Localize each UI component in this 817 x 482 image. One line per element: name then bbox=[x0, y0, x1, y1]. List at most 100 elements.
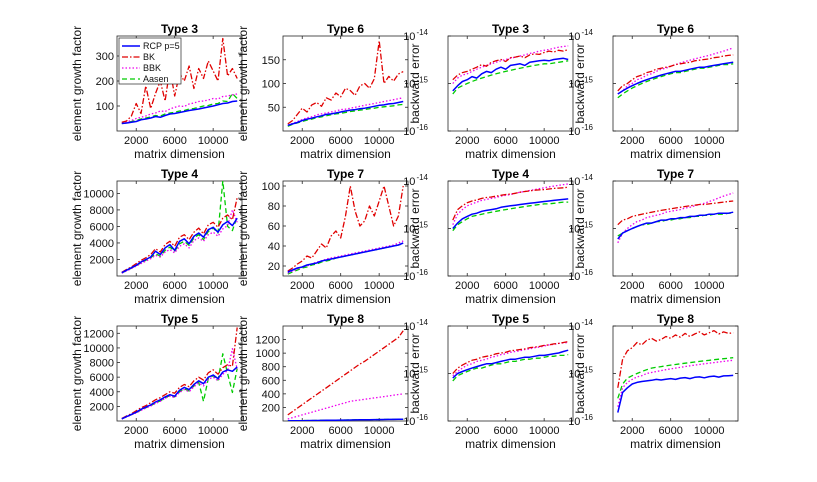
series-line-aasen bbox=[287, 103, 404, 127]
x-tick-label: 10000 bbox=[198, 135, 229, 147]
x-tick-label: 6000 bbox=[328, 280, 352, 292]
series-line-bk bbox=[121, 327, 238, 419]
y-tick-exponent: -16 bbox=[581, 123, 593, 132]
y-tick-label: 10000 bbox=[83, 188, 114, 200]
y-tick-exponent: -16 bbox=[416, 268, 428, 277]
y-tick-exponent: -15 bbox=[581, 366, 593, 375]
y-tick-label: 200 bbox=[96, 76, 114, 88]
x-axis-label: matrix dimension bbox=[465, 292, 556, 306]
y-tick-label: 6000 bbox=[90, 221, 114, 233]
subplot-title: Type 6 bbox=[327, 22, 364, 36]
series-line-rcp-p-5 bbox=[452, 57, 569, 92]
axes-box bbox=[612, 325, 739, 422]
y-tick-exponent: -16 bbox=[581, 413, 593, 422]
x-tick-label: 10000 bbox=[364, 280, 395, 292]
x-axis-label: matrix dimension bbox=[134, 437, 225, 451]
y-tick-label: 100 bbox=[262, 181, 280, 193]
series-line-rcp-p-5 bbox=[452, 349, 569, 379]
x-tick-label: 6000 bbox=[493, 135, 517, 147]
series-line-bk bbox=[287, 330, 404, 416]
y-tick-label: 8000 bbox=[90, 205, 114, 217]
series-line-bk bbox=[617, 54, 734, 92]
series-line-bbk bbox=[287, 393, 404, 420]
y-axis-label: element growth factor bbox=[70, 316, 84, 431]
series-line-bbk bbox=[452, 341, 569, 377]
y-tick-label: 60 bbox=[268, 221, 280, 233]
y-tick-label: 40 bbox=[268, 241, 280, 253]
x-tick-label: 2000 bbox=[290, 280, 314, 292]
series-line-aasen bbox=[121, 181, 238, 274]
y-tick-label: 12000 bbox=[83, 328, 114, 340]
x-axis-label: matrix dimension bbox=[465, 147, 556, 161]
series-line-rcp-p-5 bbox=[452, 198, 569, 229]
series-line-rcp-p-5 bbox=[121, 366, 238, 420]
subplot-title: Type 4 bbox=[161, 167, 198, 181]
subplot-9: 2000 6000 10000 2000 4000 6000 8000 10000 12000 T… bbox=[70, 312, 243, 451]
y-tick-label: 10-14 bbox=[568, 28, 593, 43]
y-tick-label: 6000 bbox=[90, 372, 114, 384]
series-line-rcp-p-5 bbox=[617, 211, 734, 240]
y-axis-label: element growth factor bbox=[236, 171, 250, 286]
x-tick-label: 10000 bbox=[364, 135, 395, 147]
y-tick-label: 100 bbox=[96, 101, 114, 113]
y-axis-label: backward error bbox=[408, 43, 422, 123]
y-tick-label: 200 bbox=[262, 402, 280, 414]
x-tick-label: 10000 bbox=[694, 135, 725, 147]
subplot-title: Type 7 bbox=[327, 167, 364, 181]
y-tick-label: 10-14 bbox=[403, 28, 428, 43]
series-line-aasen bbox=[452, 201, 569, 232]
y-axis-label: backward error bbox=[573, 188, 587, 268]
x-tick-label: 10000 bbox=[529, 280, 560, 292]
x-tick-label: 6000 bbox=[162, 425, 186, 437]
y-tick-label: 10-16 bbox=[568, 123, 593, 138]
x-tick-label: 2000 bbox=[620, 425, 644, 437]
x-axis-label: matrix dimension bbox=[134, 292, 225, 306]
axes-box bbox=[116, 35, 243, 132]
x-axis-label: matrix dimension bbox=[630, 292, 721, 306]
y-tick-exponent: -14 bbox=[416, 28, 428, 37]
subplot-title: Type 4 bbox=[492, 167, 529, 181]
axes-box bbox=[116, 180, 243, 277]
x-tick-label: 6000 bbox=[493, 280, 517, 292]
y-tick-label: 10000 bbox=[83, 343, 114, 355]
axes-box bbox=[282, 325, 409, 422]
y-tick-exponent: -16 bbox=[416, 123, 428, 132]
series-line-bbk bbox=[617, 192, 734, 244]
axes-box bbox=[116, 325, 243, 422]
y-tick-label: 80 bbox=[268, 201, 280, 213]
y-tick-label: 400 bbox=[262, 389, 280, 401]
y-tick-label: 1000 bbox=[256, 348, 280, 360]
y-tick-exponent: -14 bbox=[416, 318, 428, 327]
x-tick-label: 2000 bbox=[124, 280, 148, 292]
y-axis-label: element growth factor bbox=[70, 171, 84, 286]
y-tick-exponent: -15 bbox=[416, 76, 428, 85]
x-tick-label: 10000 bbox=[198, 280, 229, 292]
y-tick-label: 2000 bbox=[90, 401, 114, 413]
y-tick-label: 4000 bbox=[90, 238, 114, 250]
series-line-rcp-p-5 bbox=[121, 217, 238, 274]
x-axis-label: matrix dimension bbox=[300, 292, 391, 306]
y-axis-label: backward error bbox=[408, 188, 422, 268]
subplot-title: Type 3 bbox=[492, 22, 529, 36]
x-tick-label: 2000 bbox=[290, 135, 314, 147]
series-line-aasen bbox=[617, 357, 734, 399]
subplot-5: 2000 6000 10000 2000 4000 6000 8000 10000 Type 4… bbox=[70, 167, 243, 306]
series-line-bk bbox=[452, 48, 569, 81]
series-line-bk bbox=[617, 200, 734, 226]
y-tick-exponent: -16 bbox=[416, 413, 428, 422]
subplot-1: 2000 6000 10000 100 200 300 Type 3 matrix dimen… bbox=[70, 22, 243, 161]
y-axis-label: element growth factor bbox=[236, 316, 250, 431]
series-line-aasen bbox=[287, 243, 404, 275]
legend-label: BK bbox=[143, 52, 155, 62]
series-line-bbk bbox=[121, 93, 238, 124]
y-tick-exponent: -14 bbox=[581, 173, 593, 182]
y-tick-label: 10-16 bbox=[403, 413, 428, 428]
y-tick-exponent: -15 bbox=[416, 366, 428, 375]
series-line-rcp-p-5 bbox=[287, 418, 404, 421]
y-tick-label: 100 bbox=[262, 79, 280, 91]
